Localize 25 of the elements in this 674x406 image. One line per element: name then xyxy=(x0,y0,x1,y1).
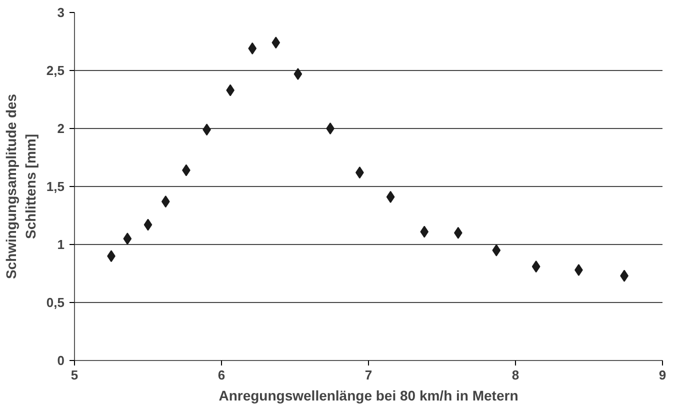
x-tick-label: 9 xyxy=(658,368,666,382)
x-axis-title: Anregungswellenlänge bei 80 km/h in Metern xyxy=(218,388,518,404)
x-tick-label: 6 xyxy=(218,368,226,382)
y-tick-label: 0 xyxy=(57,353,65,368)
x-tick-label: 5 xyxy=(70,368,78,382)
y-tick-label: 2,5 xyxy=(46,63,65,78)
point xyxy=(294,68,302,80)
y-tick-label: 1,5 xyxy=(46,179,65,194)
point xyxy=(161,196,170,208)
point xyxy=(123,232,132,245)
x-tick-label: 8 xyxy=(512,368,520,382)
y-tick-label: 0,5 xyxy=(46,295,65,310)
point xyxy=(420,226,429,238)
y-axis-title: Schwingungsamplitude des Schlittens [mm] xyxy=(3,94,38,280)
point xyxy=(492,244,501,256)
y-tick-label: 1 xyxy=(57,237,65,252)
point xyxy=(144,218,152,231)
point xyxy=(326,122,334,134)
y-tick-label: 2 xyxy=(57,121,65,136)
x-tick-label: 7 xyxy=(364,368,372,382)
y-tick-label: 3 xyxy=(57,5,65,20)
point xyxy=(248,42,257,54)
point xyxy=(272,36,280,49)
point xyxy=(532,260,540,273)
point xyxy=(386,190,395,203)
